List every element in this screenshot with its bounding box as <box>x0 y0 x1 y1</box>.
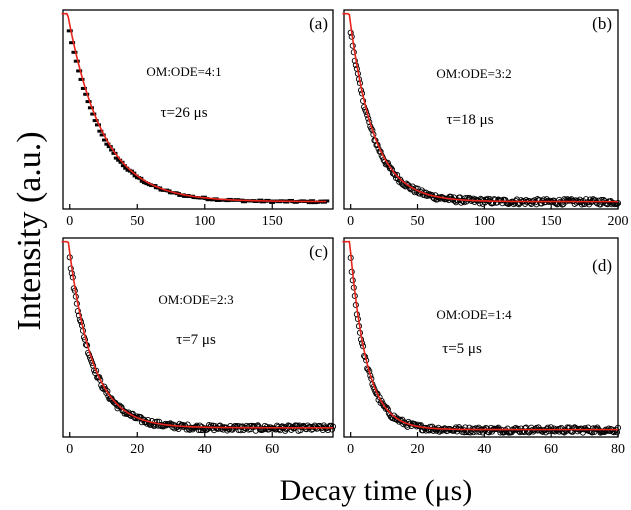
data-marks <box>61 240 337 434</box>
x-tick-label: 20 <box>411 442 425 457</box>
tau-annotation: τ=7 μs <box>176 332 216 348</box>
fit-line <box>61 240 333 429</box>
x-ticks: 0 50 100 150 200 <box>347 204 629 229</box>
panel-label: (d) <box>592 256 612 275</box>
composition-annotation: OM:ODE=2:3 <box>158 292 233 307</box>
composition-annotation: OM:ODE=3:2 <box>436 66 511 81</box>
data-point <box>96 374 103 381</box>
fit-line <box>342 240 618 431</box>
panel-d: 0 20 40 60 80 (d) OM:ODE=1:4 τ=5 μs <box>342 237 625 457</box>
x-tick-label: 40 <box>477 442 491 457</box>
data-marks <box>342 240 622 436</box>
data-point <box>464 427 471 435</box>
data-point <box>390 412 398 419</box>
data-point <box>74 308 81 315</box>
panel-c: 0 20 40 60 (c) OM:ODE=2:3 τ=7 μs <box>61 237 337 457</box>
data-point <box>404 181 411 188</box>
plot-frame <box>343 237 619 438</box>
composition-annotation: OM:ODE=4:1 <box>146 64 221 79</box>
data-point <box>394 171 401 179</box>
x-tick-label: 0 <box>66 442 73 457</box>
x-tick-label: 0 <box>347 214 354 229</box>
data-point <box>445 196 452 204</box>
data-point <box>328 426 336 433</box>
x-tick-label: 100 <box>194 214 215 229</box>
x-tick-label: 200 <box>608 214 629 229</box>
plot-frame <box>343 9 619 210</box>
x-tick-label: 60 <box>265 442 279 457</box>
x-ticks: 0 20 40 60 80 <box>347 432 625 457</box>
panel-label: (b) <box>592 14 612 33</box>
x-tick-label: 80 <box>611 442 625 457</box>
x-tick-label: 60 <box>544 442 558 457</box>
data-point <box>232 423 239 430</box>
x-tick-label: 50 <box>411 214 425 229</box>
tau-annotation: τ=18 μs <box>446 112 493 128</box>
data-point <box>351 57 358 64</box>
data-marks <box>342 12 622 208</box>
panel-a: 0 50 100 150 (a) OM:ODE=4:1 τ=26 μs <box>61 9 334 229</box>
x-tick-label: 0 <box>66 214 73 229</box>
composition-annotation: OM:ODE=1:4 <box>436 307 512 322</box>
tau-annotation: τ=26 μs <box>160 105 207 121</box>
x-tick-label: 0 <box>347 442 354 457</box>
x-ticks: 0 20 40 60 <box>66 432 279 457</box>
data-point <box>154 418 161 425</box>
data-marks <box>61 12 330 205</box>
data-point <box>188 424 195 431</box>
data-point <box>450 427 457 434</box>
panel-b: 0 50 100 150 200 (b) OM:ODE=3:2 τ=18 μs <box>342 9 629 229</box>
x-tick-label: 150 <box>262 214 283 229</box>
x-tick-label: 150 <box>541 214 562 229</box>
data-point <box>361 103 368 110</box>
plot-frame <box>62 237 334 438</box>
data-point <box>392 171 399 179</box>
plot-frame <box>62 9 334 210</box>
x-tick-label: 20 <box>130 442 144 457</box>
data-point <box>490 199 497 207</box>
x-tick-label: 100 <box>474 214 495 229</box>
x-tick-label: 40 <box>198 442 212 457</box>
x-ticks: 0 50 100 150 <box>66 204 283 229</box>
data-point <box>536 197 543 204</box>
panel-label: (a) <box>309 14 328 33</box>
y-axis-title: Intensity (a.u.) <box>11 131 48 330</box>
fit-line <box>342 12 618 203</box>
fit-line <box>61 12 327 203</box>
data-point <box>384 159 391 166</box>
data-point <box>384 406 391 413</box>
x-axis-title: Decay time (μs) <box>280 474 473 507</box>
tau-annotation: τ=5 μs <box>442 341 482 357</box>
data-point <box>329 423 337 430</box>
data-point <box>93 367 100 374</box>
data-point <box>387 165 394 172</box>
data-point <box>116 402 123 409</box>
panel-label: (c) <box>309 242 328 261</box>
data-point <box>102 386 109 393</box>
x-tick-label: 50 <box>130 214 144 229</box>
